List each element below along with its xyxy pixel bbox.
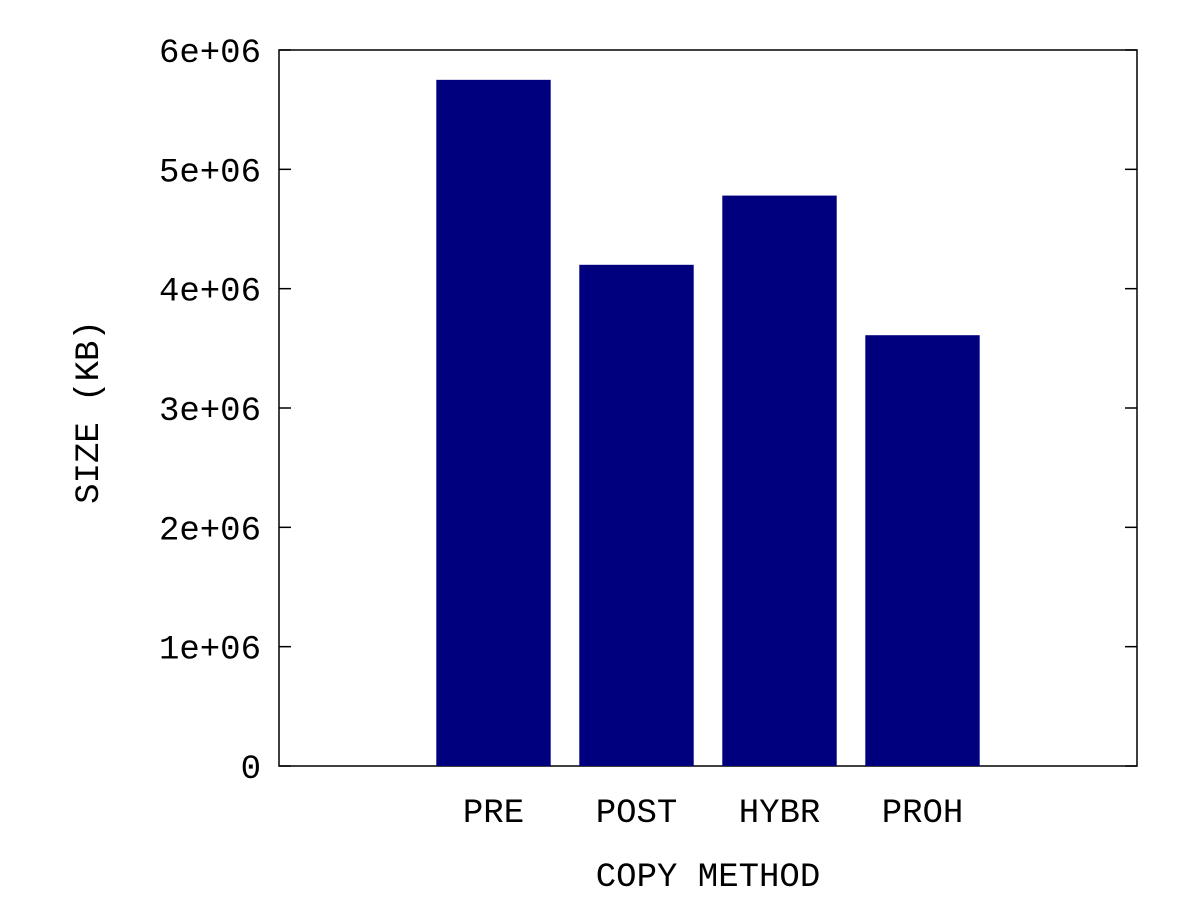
y-tick-label: 1e+06 [159, 632, 261, 670]
y-axis: 0 1e+06 2e+06 3e+06 4e+06 5e+06 6e+06 [159, 35, 1137, 789]
y-tick-label: 3e+06 [159, 393, 261, 431]
x-axis-title: COPY METHOD [596, 859, 820, 897]
y-tick-label: 4e+06 [159, 274, 261, 312]
x-tick-label: PROH [882, 795, 964, 833]
y-tick-label: 5e+06 [159, 154, 261, 192]
x-tick-label: POST [596, 795, 678, 833]
x-axis: PRE POST HYBR PROH [463, 795, 963, 833]
y-tick-label: 0 [241, 751, 261, 789]
plot-frame [278, 49, 1138, 767]
y-tick-label: 2e+06 [159, 512, 261, 550]
y-axis-title: SIZE (KB) [71, 320, 109, 504]
bar-post [579, 264, 694, 766]
x-tick-label: PRE [463, 795, 524, 833]
bar-series [436, 79, 980, 767]
y-tick-label: 6e+06 [159, 35, 261, 73]
plot-area: 0 1e+06 2e+06 3e+06 4e+06 5e+06 6e+06 PRE POST H… [159, 35, 1138, 833]
bar-pre [436, 79, 551, 767]
bar-proh [865, 335, 980, 766]
bar-hybr [722, 195, 837, 766]
x-tick-label: HYBR [739, 795, 821, 833]
